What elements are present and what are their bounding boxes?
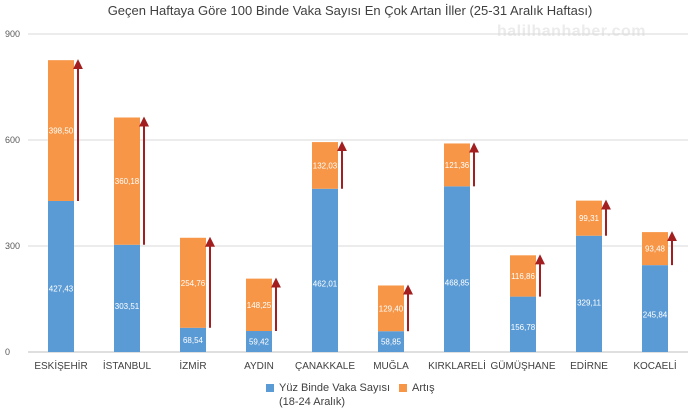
bar-base — [378, 331, 404, 352]
data-label-increase: 93,48 — [645, 245, 666, 254]
bar-increase — [576, 200, 602, 236]
data-label-increase: 121,36 — [445, 161, 470, 170]
data-label-base: 58,85 — [381, 338, 402, 347]
bar-base — [642, 265, 668, 352]
data-label-increase: 116,86 — [511, 272, 535, 281]
legend-item-increase: Artış — [399, 381, 435, 395]
x-tick-label: GÜMÜŞHANE — [490, 360, 555, 372]
chart-title: Geçen Haftaya Göre 100 Binde Vaka Sayısı… — [107, 3, 593, 18]
x-tick-label: ÇANAKKALE — [295, 361, 355, 372]
data-label-base: 59,42 — [249, 338, 270, 347]
x-tick-label: AYDIN — [244, 361, 274, 372]
data-label-increase: 132,03 — [313, 161, 338, 170]
bar-increase — [48, 60, 74, 201]
bar-base — [48, 200, 74, 352]
y-tick-label: 600 — [5, 135, 20, 145]
legend-label-base: Yüz Binde Vaka Sayısı — [279, 382, 391, 394]
data-label-increase: 148,25 — [247, 301, 272, 310]
bar-increase — [312, 142, 338, 189]
data-label-base: 156,78 — [511, 323, 536, 332]
bar-base — [312, 188, 338, 352]
data-label-increase: 99,31 — [579, 214, 600, 223]
y-tick-label: 900 — [5, 29, 20, 39]
data-label-increase: 360,18 — [115, 177, 140, 186]
bar-increase — [246, 278, 272, 332]
legend-swatch-base — [266, 384, 274, 392]
bar-increase — [444, 143, 470, 187]
y-tick-label: 0 — [5, 347, 10, 357]
data-label-increase: 398,50 — [49, 127, 74, 136]
bar-increase — [510, 255, 536, 297]
x-tick-label: MUĞLA — [373, 359, 409, 372]
bar-increase — [378, 285, 404, 332]
legend-swatch-increase — [399, 384, 407, 392]
bar-base — [576, 235, 602, 352]
bar-base — [114, 244, 140, 352]
legend-label-increase: Artış — [412, 382, 435, 394]
bar-increase — [114, 117, 140, 245]
x-tick-label: KIRKLARELİ — [428, 359, 486, 372]
data-label-base: 427,43 — [49, 285, 74, 294]
x-tick-label: KOCAELİ — [633, 359, 676, 372]
y-tick-label: 300 — [5, 241, 20, 251]
bar-base — [180, 327, 206, 352]
data-label-increase: 129,40 — [379, 304, 404, 313]
data-label-base: 245,84 — [643, 310, 668, 319]
x-tick-label: ESKİŞEHİR — [34, 359, 87, 372]
bar-base — [510, 296, 536, 352]
data-label-base: 303,51 — [115, 302, 140, 311]
watermark: halilhanhaber.com — [497, 23, 646, 40]
bar-base — [246, 331, 272, 352]
data-label-base: 468,85 — [445, 279, 470, 288]
data-label-base: 68,54 — [183, 336, 204, 345]
bar-increase — [642, 232, 668, 266]
legend-label-base-period: (18-24 Aralık) — [279, 396, 346, 408]
x-tick-label: EDİRNE — [570, 359, 608, 372]
legend-item-base: Yüz Binde Vaka Sayısı (18-24 Aralık) — [266, 381, 390, 409]
data-label-base: 462,01 — [313, 280, 338, 289]
x-tick-label: İSTANBUL — [103, 359, 152, 372]
data-label-increase: 254,76 — [181, 279, 206, 288]
x-tick-label: İZMİR — [179, 359, 206, 372]
bar-base — [444, 186, 470, 352]
bar-increase — [180, 237, 206, 328]
data-label-base: 329,11 — [577, 298, 601, 307]
